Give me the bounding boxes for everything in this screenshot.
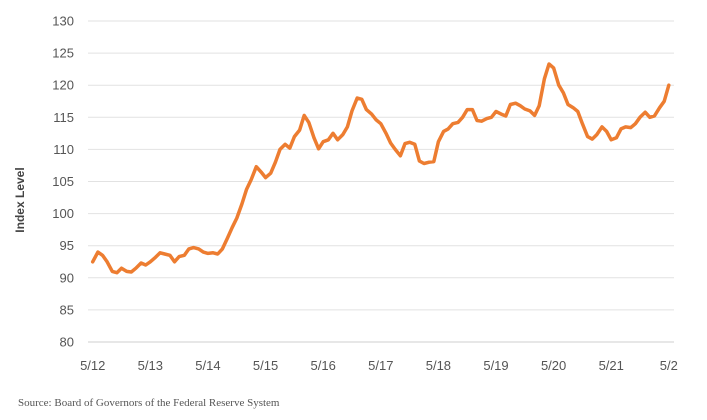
- x-tick-label: 5/18: [426, 358, 451, 373]
- y-tick-label: 90: [60, 270, 74, 285]
- x-tick-label: 5/12: [80, 358, 105, 373]
- y-axis-tick-labels: 80 85 90 95 100 105 110 115 120 125 130: [52, 14, 74, 350]
- x-tick-label: 5/16: [311, 358, 336, 373]
- y-tick-label: 80: [60, 335, 74, 350]
- gridlines: [88, 20, 674, 343]
- y-tick-label: 120: [52, 78, 74, 93]
- x-tick-label: 5/2: [660, 358, 678, 373]
- x-tick-label: 5/19: [483, 358, 508, 373]
- y-tick-label: 100: [52, 206, 74, 221]
- y-tick-label: 125: [52, 46, 74, 61]
- x-tick-label: 5/20: [541, 358, 566, 373]
- y-tick-label: 110: [53, 142, 74, 157]
- y-tick-label: 95: [60, 238, 74, 253]
- y-tick-label: 115: [53, 110, 74, 125]
- x-tick-label: 5/17: [368, 358, 393, 373]
- y-tick-label: 85: [60, 302, 74, 317]
- y-axis-label: Index Level: [13, 167, 27, 232]
- x-tick-label: 5/13: [138, 358, 163, 373]
- y-tick-label: 130: [52, 14, 74, 29]
- x-tick-label: 5/15: [253, 358, 278, 373]
- source-note: Source: Board of Governors of the Federa…: [18, 397, 280, 409]
- x-axis-tick-labels: 5/12 5/13 5/14 5/15 5/16 5/17 5/18 5/19 5/20 5/21…: [80, 358, 678, 373]
- x-tick-label: 5/14: [195, 358, 220, 373]
- x-tick-label: 5/21: [599, 358, 624, 373]
- series-line: [90, 62, 671, 275]
- y-tick-label: 105: [52, 174, 74, 189]
